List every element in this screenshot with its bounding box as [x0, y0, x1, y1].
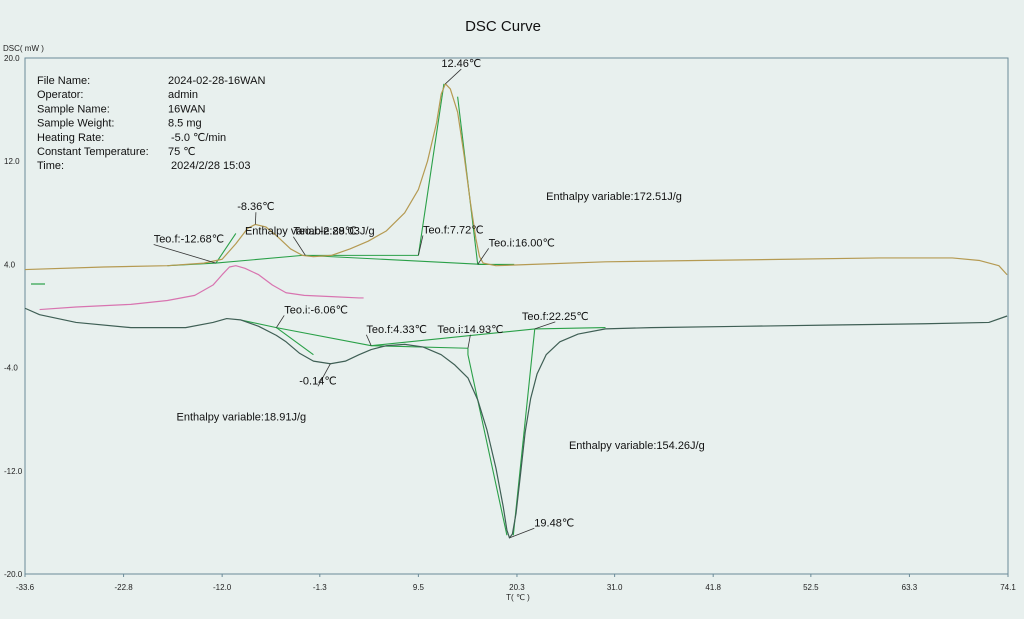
annotation-leader — [509, 527, 535, 539]
info-label: Constant Temperature: — [37, 146, 149, 158]
annotation-label: Teo.f:22.25℃ — [522, 311, 589, 323]
construction-lines — [167, 83, 606, 536]
info-label: Time: — [37, 160, 64, 172]
annotation-label: Enthalpy variable:18.91J/g — [177, 411, 307, 423]
annotation-label: Enthalpy variable:172.51J/g — [546, 191, 682, 203]
annotation-leader — [417, 235, 424, 256]
annotation-label: -8.36℃ — [237, 201, 274, 213]
construction-line — [305, 254, 484, 265]
x-tick-label: 9.5 — [413, 583, 425, 592]
x-tick-label: 41.8 — [705, 583, 721, 592]
annotation-label: Enthalpy variable:29.03J/g — [245, 226, 375, 238]
construction-line — [215, 233, 237, 264]
construction-line — [534, 327, 606, 330]
annotation-leader — [445, 68, 462, 85]
x-tick-label: 63.3 — [902, 583, 918, 592]
series-line-partial — [39, 265, 364, 311]
info-value: 2024/2/28 15:03 — [171, 160, 251, 172]
construction-line — [276, 327, 314, 356]
annotation-label: 12.46℃ — [441, 58, 481, 70]
y-tick-label: -20.0 — [4, 570, 23, 579]
construction-line — [240, 319, 372, 347]
x-tick-label: 52.5 — [803, 583, 819, 592]
construction-line — [467, 348, 508, 536]
info-value: 75 ℃ — [168, 146, 196, 158]
info-label: Sample Weight: — [37, 118, 114, 130]
annotation-leader — [317, 363, 331, 387]
annotation-label: 19.48℃ — [534, 517, 574, 529]
info-value: -5.0 ℃/min — [171, 132, 226, 144]
info-block: File Name: 2024-02-28-16WAN Operator: admin… — [37, 75, 265, 172]
construction-line — [371, 328, 535, 347]
x-tick-label: -33.6 — [16, 583, 35, 592]
info-value: 8.5 mg — [168, 118, 202, 130]
annotation-leader — [477, 248, 489, 265]
info-label: Heating Rate: — [37, 132, 104, 144]
x-tick-label: -1.3 — [313, 583, 327, 592]
x-axis-label: T( ℃ ) — [506, 593, 530, 602]
info-label: Sample Name: — [37, 103, 110, 115]
series-line-cooling — [24, 307, 1008, 539]
annotation-leader — [276, 315, 285, 328]
series-line-heating — [24, 83, 1008, 276]
annotation-label: Teo.i:16.00℃ — [489, 237, 555, 249]
annotation-leader — [254, 212, 257, 225]
annotation-label: Teo.i:14.93℃ — [437, 324, 503, 336]
info-value: admin — [168, 89, 198, 101]
annotation-leader — [153, 244, 217, 264]
annotation-label: Teo.f:4.33℃ — [366, 324, 427, 336]
annotation-label: Enthalpy variable:154.26J/g — [569, 440, 705, 452]
chart-title: DSC Curve — [465, 18, 541, 35]
annotation-label: Teo.i:-2.88℃ — [293, 226, 357, 238]
info-value: 2024-02-28-16WAN — [168, 75, 265, 87]
series-group — [24, 83, 1008, 539]
info-label: File Name: — [37, 75, 90, 87]
annotation-label: Teo.i:-6.06℃ — [284, 304, 348, 316]
construction-line — [417, 83, 445, 256]
annotation-group: 12.46℃ Enthalpy variable:172.51J/g Enthalp… — [153, 58, 705, 539]
annotation-label: Teo.f:7.72℃ — [423, 224, 484, 236]
info-label: Operator: — [37, 89, 83, 101]
annotation-leader — [293, 236, 306, 256]
annotation-label: -0.14℃ — [299, 375, 336, 387]
x-tick-label: 74.1 — [1000, 583, 1016, 592]
y-tick-label: 20.0 — [4, 54, 20, 63]
axis-ticks: -33.6 -22.8 -12.0 -1.3 9.5 20.3 31.0 41.8 52.5 63… — [4, 54, 1016, 592]
y-tick-label: -4.0 — [4, 364, 18, 373]
annotation-leader — [467, 334, 471, 349]
x-tick-label: -22.8 — [114, 583, 133, 592]
annotation-label: Teo.f:-12.68℃ — [154, 233, 224, 245]
annotation-leader — [534, 321, 556, 330]
x-tick-label: -12.0 — [213, 583, 232, 592]
y-tick-label: 4.0 — [4, 260, 16, 269]
y-axis-label: DSC( mW ) — [3, 44, 44, 53]
y-tick-label: -12.0 — [4, 467, 23, 476]
y-tick-label: 12.0 — [4, 157, 20, 166]
annotation-leader — [365, 334, 372, 346]
x-tick-label: 31.0 — [607, 583, 623, 592]
x-tick-label: 20.3 — [509, 583, 525, 592]
info-value: 16WAN — [168, 103, 206, 115]
